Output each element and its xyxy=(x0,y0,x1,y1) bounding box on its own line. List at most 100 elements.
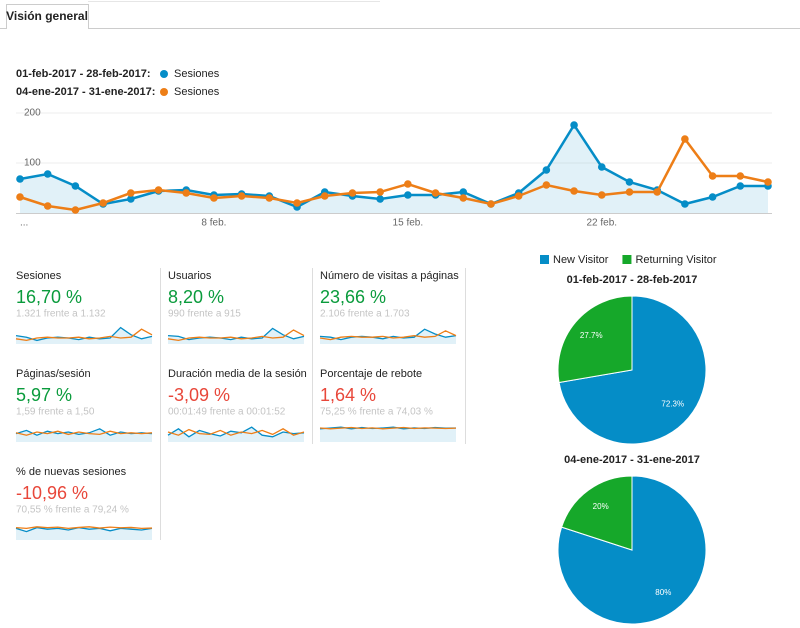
data-point xyxy=(154,186,163,194)
sparkline-area xyxy=(320,427,456,442)
sparkline-area xyxy=(168,328,304,344)
pie-slice xyxy=(558,295,707,445)
metric-compare: 990 frente a 915 xyxy=(168,309,241,320)
data-point xyxy=(597,191,606,199)
metric-change: 16,70 % xyxy=(16,287,82,307)
data-point xyxy=(542,166,551,174)
legend-label: New Visitor xyxy=(553,254,609,266)
legend-swatch xyxy=(622,255,632,264)
slice-label: 20% xyxy=(593,502,609,511)
data-point xyxy=(16,175,24,183)
data-point xyxy=(514,192,523,200)
metric-change: 8,20 % xyxy=(168,287,224,307)
data-point xyxy=(736,182,745,190)
legend-label: Sesiones xyxy=(174,68,220,80)
data-point xyxy=(625,178,634,186)
x-tick-label: ... xyxy=(20,218,28,229)
sparkline xyxy=(15,526,153,530)
slice-label: 27.7% xyxy=(580,331,603,340)
data-point xyxy=(43,202,52,210)
data-point xyxy=(708,193,717,201)
sparkline-area xyxy=(320,329,456,344)
data-point xyxy=(43,170,52,178)
data-point xyxy=(404,191,412,199)
metric-name: Porcentaje de rebote xyxy=(320,368,422,380)
data-point xyxy=(127,195,135,203)
data-point xyxy=(376,195,384,203)
data-point xyxy=(210,194,218,202)
metric-change: 1,64 % xyxy=(320,385,376,405)
metric-compare: 00:01:49 frente a 00:01:52 xyxy=(168,407,286,418)
tab-label[interactable]: Visión general xyxy=(6,9,88,23)
data-point xyxy=(542,181,551,189)
pie-slice xyxy=(557,295,633,384)
series-line xyxy=(19,122,768,209)
data-point xyxy=(404,180,412,188)
legend-period: 04-ene-2017 - 31-ene-2017: xyxy=(16,86,155,98)
data-point xyxy=(182,189,191,197)
slice-label: 72.3% xyxy=(661,399,684,408)
legend-label: Sesiones xyxy=(174,86,220,98)
data-point xyxy=(570,187,578,195)
data-point xyxy=(681,200,689,208)
metric-name: Páginas/sesión xyxy=(16,368,91,380)
metric-name: Número de visitas a páginas xyxy=(320,270,459,282)
x-tick-label: 8 feb. xyxy=(201,218,226,229)
series-line xyxy=(19,136,769,212)
data-point xyxy=(625,188,634,196)
pie-title: 01-feb-2017 - 28-feb-2017 xyxy=(567,274,698,286)
legend-dot xyxy=(160,70,168,78)
data-point xyxy=(736,172,745,180)
metric-compare: 75,25 % frente a 74,03 % xyxy=(320,407,433,418)
sparkline xyxy=(319,330,457,341)
metric-change: -10,96 % xyxy=(16,483,88,503)
sparkline xyxy=(15,328,153,342)
metric-change: -3,09 % xyxy=(168,385,230,405)
sparkline-area xyxy=(16,327,152,344)
data-point xyxy=(570,121,578,129)
metric-compare: 1.321 frente a 1.132 xyxy=(16,309,106,320)
data-point xyxy=(71,182,80,190)
legend-dot xyxy=(160,88,168,96)
metric-name: % de nuevas sesiones xyxy=(16,466,127,478)
metric-name: Sesiones xyxy=(16,270,62,282)
sparkline xyxy=(167,426,305,438)
sparkline xyxy=(167,329,305,342)
metric-compare: 2.106 frente a 1.703 xyxy=(320,309,410,320)
metric-compare: 70,55 % frente a 79,24 % xyxy=(16,505,129,516)
data-point xyxy=(293,199,301,207)
sparkline xyxy=(15,526,153,533)
legend-label: Returning Visitor xyxy=(635,254,716,266)
metric-name: Usuarios xyxy=(168,270,212,282)
pie-slice xyxy=(560,475,633,551)
data-point xyxy=(653,188,661,196)
data-point xyxy=(127,189,135,197)
metric-change: 23,66 % xyxy=(320,287,386,307)
data-point xyxy=(681,135,689,143)
sparkline-area xyxy=(16,527,152,540)
data-point xyxy=(764,178,772,186)
data-point xyxy=(708,172,717,180)
y-tick-label: 100 xyxy=(24,158,41,169)
metric-name: Duración media de la sesión xyxy=(168,368,307,380)
data-point xyxy=(99,199,107,207)
x-tick-label: 15 feb. xyxy=(393,218,424,229)
data-point xyxy=(71,206,80,214)
sparkline xyxy=(319,426,457,430)
data-point xyxy=(376,188,384,196)
legend-swatch xyxy=(540,255,549,264)
legend-period: 01-feb-2017 - 28-feb-2017: xyxy=(16,68,151,80)
data-point xyxy=(265,194,274,202)
data-point xyxy=(320,192,329,200)
sparkline-area xyxy=(168,427,304,442)
x-tick-label: 22 feb. xyxy=(586,218,617,229)
y-tick-label: 200 xyxy=(24,108,41,119)
data-point xyxy=(16,193,24,201)
sparkline xyxy=(167,428,305,436)
sparkline xyxy=(15,430,153,436)
pie-title: 04-ene-2017 - 31-ene-2017 xyxy=(564,454,700,466)
data-point xyxy=(459,188,468,196)
data-point xyxy=(348,189,357,197)
